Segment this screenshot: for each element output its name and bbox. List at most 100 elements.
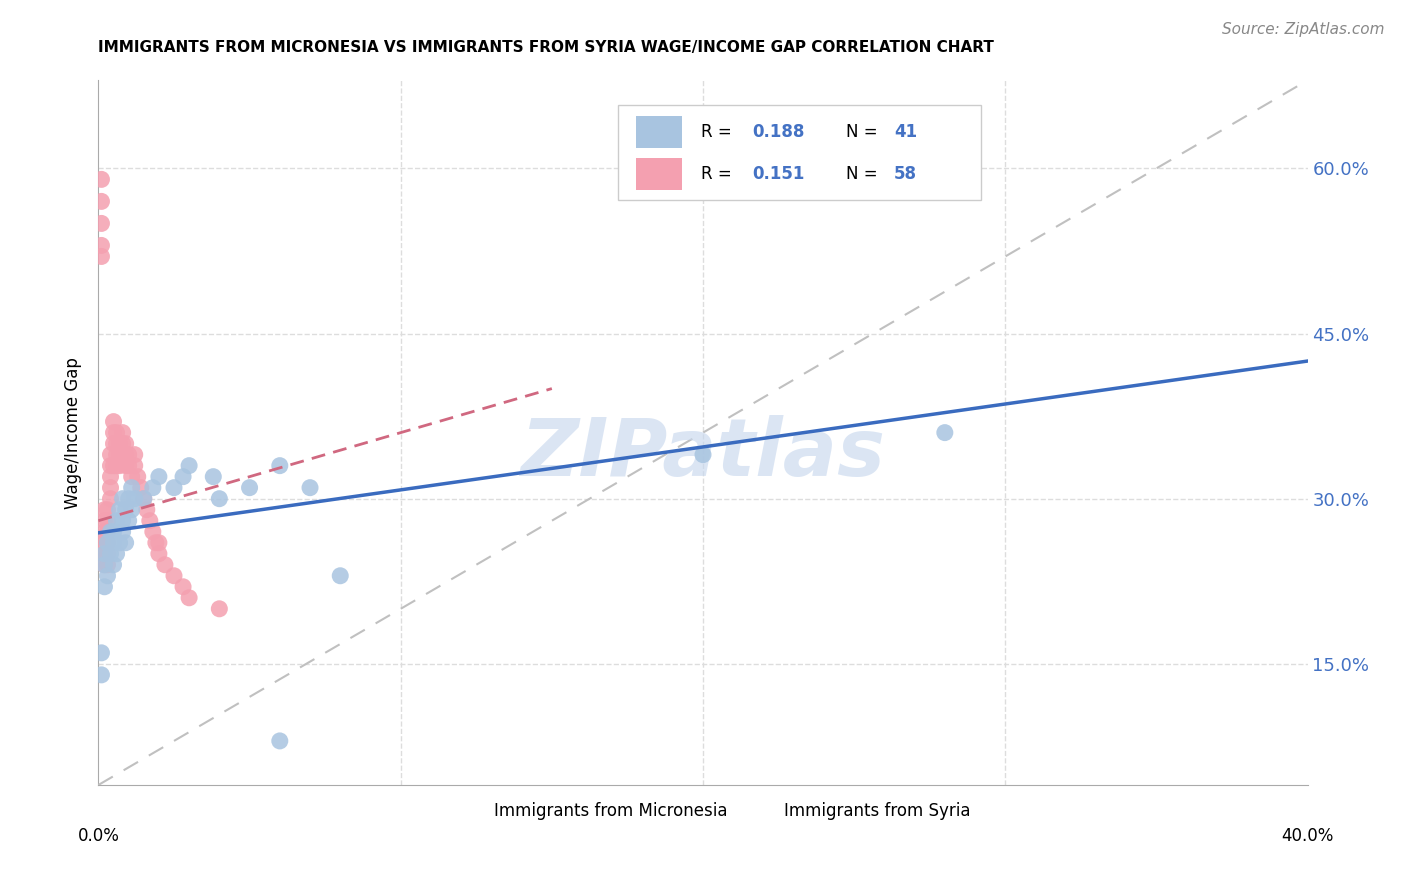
Point — [114, 502, 136, 516]
Point — [148, 535, 170, 549]
Text: 0.0%: 0.0% — [77, 827, 120, 846]
Point — [135, 502, 157, 516]
Text: Immigrants from Syria: Immigrants from Syria — [785, 802, 970, 820]
Text: 41: 41 — [894, 123, 917, 141]
Point — [239, 481, 262, 495]
Point — [96, 558, 118, 572]
Point — [90, 194, 112, 209]
Point — [329, 568, 352, 582]
Point — [118, 448, 141, 462]
Text: R =: R = — [700, 165, 737, 183]
Point — [100, 448, 122, 462]
Point — [105, 436, 128, 450]
Point — [145, 535, 167, 549]
Point — [93, 558, 115, 572]
Point — [114, 448, 136, 462]
Point — [108, 502, 131, 516]
Text: ZIPatlas: ZIPatlas — [520, 415, 886, 492]
Point — [105, 425, 128, 440]
Y-axis label: Wage/Income Gap: Wage/Income Gap — [65, 357, 83, 508]
Point — [132, 491, 155, 506]
Point — [105, 448, 128, 462]
Point — [90, 216, 112, 230]
FancyBboxPatch shape — [637, 116, 682, 147]
Point — [93, 514, 115, 528]
Point — [105, 458, 128, 473]
Point — [93, 547, 115, 561]
Point — [142, 524, 165, 539]
Point — [118, 458, 141, 473]
Point — [148, 547, 170, 561]
Point — [269, 458, 291, 473]
Point — [163, 568, 186, 582]
Point — [96, 524, 118, 539]
Point — [93, 547, 115, 561]
Point — [93, 558, 115, 572]
Point — [108, 458, 131, 473]
Point — [202, 469, 225, 483]
Point — [208, 602, 231, 616]
Point — [96, 502, 118, 516]
Point — [163, 481, 186, 495]
Point — [118, 491, 141, 506]
Point — [100, 458, 122, 473]
Text: Immigrants from Micronesia: Immigrants from Micronesia — [494, 802, 727, 820]
Point — [103, 436, 125, 450]
Text: R =: R = — [700, 123, 737, 141]
Point — [93, 535, 115, 549]
Point — [208, 491, 231, 506]
Point — [111, 425, 134, 440]
Point — [118, 514, 141, 528]
Point — [93, 580, 115, 594]
Text: 40.0%: 40.0% — [1281, 827, 1334, 846]
Point — [269, 734, 291, 748]
Point — [124, 448, 146, 462]
Point — [153, 558, 176, 572]
Point — [111, 524, 134, 539]
Text: Source: ZipAtlas.com: Source: ZipAtlas.com — [1222, 22, 1385, 37]
Point — [93, 524, 115, 539]
Point — [90, 668, 112, 682]
Point — [129, 481, 152, 495]
Point — [142, 481, 165, 495]
FancyBboxPatch shape — [637, 158, 682, 190]
Point — [96, 535, 118, 549]
Text: 58: 58 — [894, 165, 917, 183]
Point — [127, 469, 149, 483]
Point — [90, 238, 112, 252]
Point — [111, 448, 134, 462]
Text: 0.188: 0.188 — [752, 123, 806, 141]
Point — [179, 591, 201, 605]
FancyBboxPatch shape — [451, 800, 488, 822]
Point — [90, 646, 112, 660]
Point — [96, 514, 118, 528]
Point — [121, 502, 143, 516]
Point — [90, 250, 112, 264]
Text: N =: N = — [845, 123, 883, 141]
Point — [692, 448, 714, 462]
Point — [108, 448, 131, 462]
Point — [934, 425, 956, 440]
Point — [100, 481, 122, 495]
Point — [96, 547, 118, 561]
Text: IMMIGRANTS FROM MICRONESIA VS IMMIGRANTS FROM SYRIA WAGE/INCOME GAP CORRELATION : IMMIGRANTS FROM MICRONESIA VS IMMIGRANTS… — [98, 40, 994, 55]
Point — [108, 535, 131, 549]
Point — [114, 458, 136, 473]
Point — [103, 458, 125, 473]
Point — [103, 415, 125, 429]
Point — [103, 524, 125, 539]
Point — [121, 469, 143, 483]
Point — [139, 514, 162, 528]
Point — [172, 469, 194, 483]
Point — [103, 535, 125, 549]
Point — [132, 491, 155, 506]
Point — [90, 172, 112, 186]
Point — [96, 535, 118, 549]
Point — [111, 436, 134, 450]
Point — [93, 502, 115, 516]
Point — [114, 436, 136, 450]
Point — [100, 524, 122, 539]
Point — [100, 547, 122, 561]
Point — [124, 491, 146, 506]
Point — [100, 491, 122, 506]
